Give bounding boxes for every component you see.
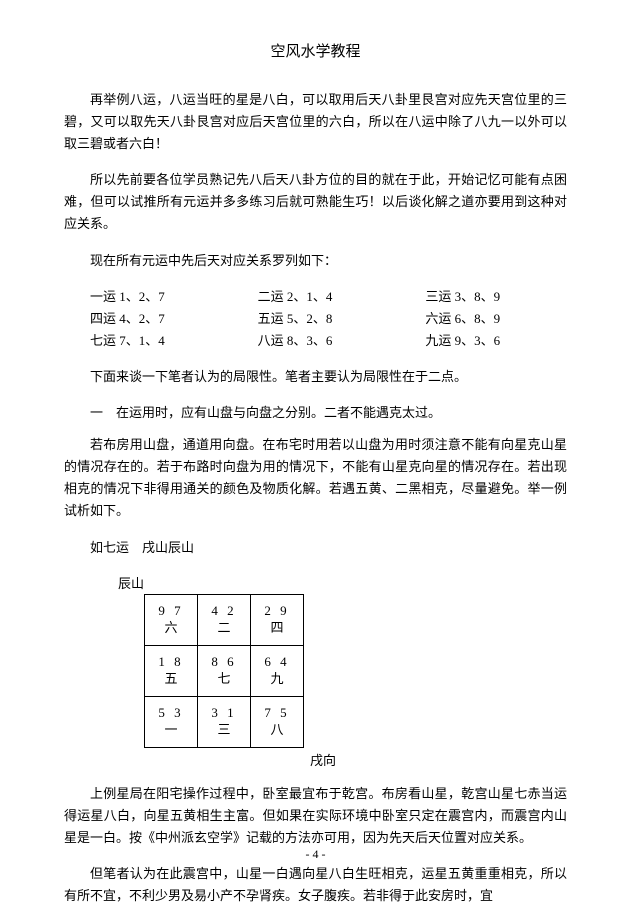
page-number: - 4 - bbox=[0, 847, 631, 862]
grid-cell: 6 4九 bbox=[251, 645, 304, 696]
star-chart: 辰山 9 7六 4 2二 2 9四 1 8五 8 6七 6 4九 5 3一 3 … bbox=[64, 573, 567, 769]
paragraph-7: 上例星局在阳宅操作过程中，卧室最宜布于乾宫。布房看山星，乾宫山星七赤当运得运星八… bbox=[64, 783, 567, 849]
cell: 九运 9、3、6 bbox=[425, 330, 567, 352]
cell: 六运 6、8、9 bbox=[425, 308, 567, 330]
grid-cell: 9 7六 bbox=[145, 594, 198, 645]
cell: 二运 2、1、4 bbox=[258, 286, 400, 308]
table-row: 四运 4、2、7 五运 5、2、8 六运 6、8、9 bbox=[64, 308, 567, 330]
paragraph-4: 下面来谈一下笔者认为的局限性。笔者主要认为局限性在于二点。 bbox=[64, 366, 567, 388]
grid-cell: 2 9四 bbox=[251, 594, 304, 645]
chart-bottom-label: 戌向 bbox=[310, 750, 567, 769]
cell: 七运 7、1、4 bbox=[90, 330, 232, 352]
cell: 四运 4、2、7 bbox=[90, 308, 232, 330]
paragraph-6: 如七运 戌山辰山 bbox=[64, 537, 567, 559]
chart-top-label: 辰山 bbox=[118, 573, 567, 592]
paragraph-3: 现在所有元运中先后天对应关系罗列如下： bbox=[64, 250, 567, 272]
paragraph-2: 所以先前要各位学员熟记先八后天八卦方位的目的就在于此，开始记忆可能有点困难，但可… bbox=[64, 169, 567, 235]
table-row: 一运 1、2、7 二运 2、1、4 三运 3、8、9 bbox=[64, 286, 567, 308]
grid-cell: 8 6七 bbox=[198, 645, 251, 696]
table-row: 七运 7、1、4 八运 8、3、6 九运 9、3、6 bbox=[64, 330, 567, 352]
cell: 八运 8、3、6 bbox=[258, 330, 400, 352]
cell: 一运 1、2、7 bbox=[90, 286, 232, 308]
cell: 五运 5、2、8 bbox=[258, 308, 400, 330]
paragraph-5: 若布房用山盘，通道用向盘。在布宅时用若以山盘为用时须注意不能有向星克山星的情况存… bbox=[64, 434, 567, 522]
cell: 三运 3、8、9 bbox=[425, 286, 567, 308]
star-grid: 9 7六 4 2二 2 9四 1 8五 8 6七 6 4九 5 3一 3 1三 … bbox=[144, 594, 304, 748]
grid-cell: 1 8五 bbox=[145, 645, 198, 696]
grid-cell: 5 3一 bbox=[145, 696, 198, 747]
section-heading-1: 一 在运用时，应有山盘与向盘之分别。二者不能遇克太过。 bbox=[64, 402, 567, 424]
grid-cell: 7 5八 bbox=[251, 696, 304, 747]
page-title: 空风水学教程 bbox=[64, 40, 567, 61]
paragraph-8: 但笔者认为在此震宫中，山星一白遇向星八白生旺相克，运星五黄重重相克，所以有所不宜… bbox=[64, 863, 567, 907]
grid-cell: 3 1三 bbox=[198, 696, 251, 747]
grid-cell: 4 2二 bbox=[198, 594, 251, 645]
yun-table: 一运 1、2、7 二运 2、1、4 三运 3、8、9 四运 4、2、7 五运 5… bbox=[64, 286, 567, 352]
paragraph-1: 再举例八运，八运当旺的星是八白，可以取用后天八卦里艮宫对应先天宫位里的三碧，又可… bbox=[64, 89, 567, 155]
